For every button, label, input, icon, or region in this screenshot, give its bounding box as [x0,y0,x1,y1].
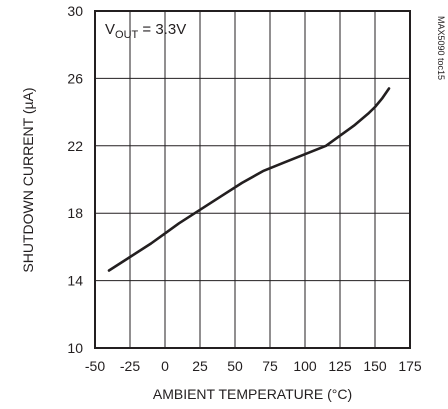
x-axis-title: AMBIENT TEMPERATURE (°C) [153,386,352,402]
x-tick-label: 25 [192,358,208,374]
y-tick-label: 26 [67,70,83,86]
y-tick-label: 22 [67,138,83,154]
y-tick-label: 18 [67,205,83,221]
x-tick-label: 50 [227,358,243,374]
y-tick-label: 14 [67,273,83,289]
plot-frame [94,10,411,349]
grid [95,11,410,348]
y-tick-label: 30 [67,3,83,19]
y-tick-label: 10 [67,340,83,356]
vout-prefix: V [105,21,115,38]
x-tick-label: 0 [161,358,169,374]
x-tick-label: 175 [398,358,422,374]
vout-subscript: OUT [115,29,139,41]
vout-suffix: = 3.3V [138,21,186,38]
x-tick-label: 150 [363,358,387,374]
figure-code: MAX5090 toc15 [436,16,446,80]
x-tick-label: -50 [85,358,105,374]
series-line [107,87,391,272]
x-tick-labels: -50 -25 0 25 50 75 100 125 150 175 [85,358,422,374]
x-tick-label: 125 [328,358,352,374]
x-tick-label: 100 [293,358,317,374]
x-tick-label: -25 [120,358,140,374]
vout-annotation: VOUT = 3.3V [105,21,186,41]
y-axis-title: SHUTDOWN CURRENT (µA) [20,87,36,272]
x-tick-label: 75 [262,358,278,374]
y-tick-labels: 10 14 18 22 26 30 [67,3,83,356]
